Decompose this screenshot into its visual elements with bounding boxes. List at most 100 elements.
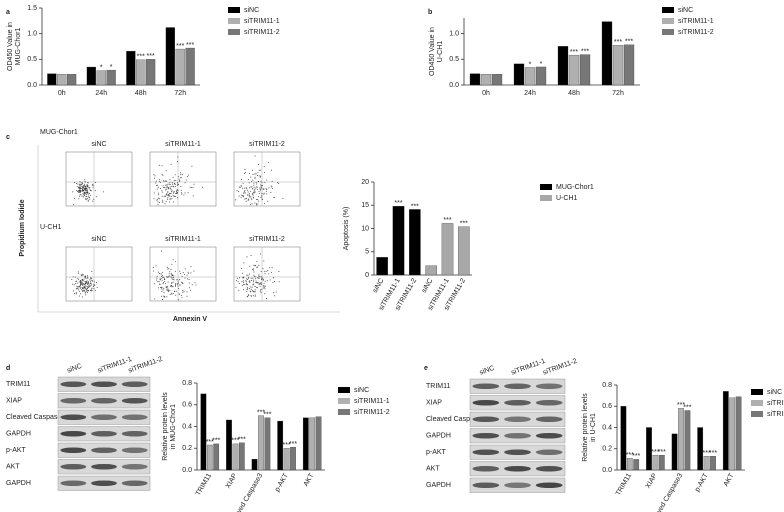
significance: *** bbox=[238, 437, 246, 444]
significance: *** bbox=[394, 200, 402, 207]
column-label: siTRIM11-2 bbox=[249, 236, 285, 243]
dot bbox=[90, 279, 92, 281]
band bbox=[472, 399, 500, 406]
dot bbox=[263, 287, 265, 289]
dot bbox=[169, 201, 171, 203]
dot bbox=[88, 195, 90, 197]
y-tick-label: 1.5 bbox=[27, 5, 37, 12]
bar bbox=[626, 458, 633, 471]
band bbox=[535, 465, 563, 472]
dot bbox=[264, 181, 266, 183]
dot bbox=[260, 186, 262, 188]
dot bbox=[78, 191, 80, 193]
significance: *** bbox=[212, 438, 220, 445]
dot bbox=[259, 187, 261, 189]
dot bbox=[90, 282, 92, 284]
dot bbox=[161, 271, 163, 273]
dot bbox=[260, 292, 262, 293]
dot bbox=[167, 281, 169, 283]
dot bbox=[248, 194, 250, 196]
column-label: siNC bbox=[91, 141, 106, 148]
legend-label: siNC bbox=[678, 7, 693, 14]
band bbox=[60, 381, 87, 388]
dot bbox=[77, 282, 79, 284]
dot bbox=[250, 176, 252, 178]
dot bbox=[76, 285, 78, 287]
dot bbox=[171, 185, 173, 187]
dot bbox=[74, 198, 76, 199]
dot bbox=[251, 280, 253, 281]
dot bbox=[192, 187, 194, 188]
dot bbox=[160, 278, 162, 280]
dot bbox=[83, 185, 85, 187]
bar bbox=[535, 66, 547, 86]
dot bbox=[77, 183, 79, 185]
dot bbox=[91, 283, 93, 285]
band bbox=[504, 432, 531, 439]
dot bbox=[254, 176, 256, 178]
x-tick-label: TRIM11 bbox=[195, 472, 213, 497]
bar bbox=[238, 442, 245, 471]
dot bbox=[239, 277, 240, 279]
dot bbox=[186, 179, 188, 181]
dot bbox=[79, 183, 81, 185]
dot bbox=[94, 284, 96, 286]
significance: *** bbox=[231, 438, 239, 445]
dot bbox=[166, 276, 168, 278]
dot bbox=[246, 188, 248, 190]
dot bbox=[78, 272, 80, 274]
dot bbox=[169, 285, 171, 287]
lane-label: siTRIM11-1 bbox=[97, 356, 133, 375]
dot bbox=[259, 169, 261, 171]
dot bbox=[253, 268, 255, 270]
dot bbox=[267, 200, 269, 202]
dot bbox=[80, 281, 82, 283]
dot bbox=[168, 275, 170, 277]
dot bbox=[244, 190, 246, 191]
dot bbox=[85, 276, 86, 278]
dot bbox=[175, 294, 177, 296]
x-tick-label: p-AKT bbox=[694, 472, 710, 493]
dot bbox=[152, 270, 154, 272]
dot bbox=[157, 203, 159, 205]
dot bbox=[262, 279, 264, 281]
dot bbox=[84, 183, 85, 185]
dot bbox=[167, 188, 169, 190]
panel-label: d bbox=[6, 365, 10, 372]
dot bbox=[250, 198, 252, 200]
dot bbox=[167, 191, 168, 193]
dot bbox=[251, 203, 253, 205]
legend-label: siNC bbox=[767, 389, 782, 396]
dot bbox=[172, 277, 174, 279]
dot bbox=[266, 193, 268, 195]
dot bbox=[238, 283, 240, 284]
significance: *** bbox=[651, 449, 659, 456]
dot bbox=[72, 276, 74, 278]
significance: *** bbox=[283, 442, 291, 449]
dot bbox=[175, 290, 177, 292]
dot bbox=[235, 199, 237, 201]
bar bbox=[258, 415, 264, 471]
dot bbox=[93, 281, 95, 283]
dot bbox=[163, 187, 165, 189]
dot bbox=[170, 273, 172, 275]
bar bbox=[251, 458, 258, 471]
legend-label: siTRIM11-2 bbox=[354, 409, 390, 416]
dot bbox=[261, 187, 262, 189]
dot bbox=[84, 189, 86, 191]
dot bbox=[253, 291, 255, 293]
legend-swatch bbox=[751, 389, 763, 395]
protein-label: GAPDH bbox=[426, 433, 451, 440]
dot bbox=[78, 295, 80, 297]
dot bbox=[261, 185, 263, 187]
dot bbox=[95, 182, 97, 183]
flow-plot bbox=[65, 151, 133, 207]
dot bbox=[247, 199, 249, 201]
dot bbox=[160, 181, 161, 183]
dot bbox=[252, 191, 254, 193]
dot bbox=[173, 179, 175, 181]
x-tick-label: AKT bbox=[303, 472, 316, 488]
dot bbox=[77, 289, 79, 291]
dot bbox=[253, 283, 255, 285]
dot bbox=[166, 296, 168, 298]
